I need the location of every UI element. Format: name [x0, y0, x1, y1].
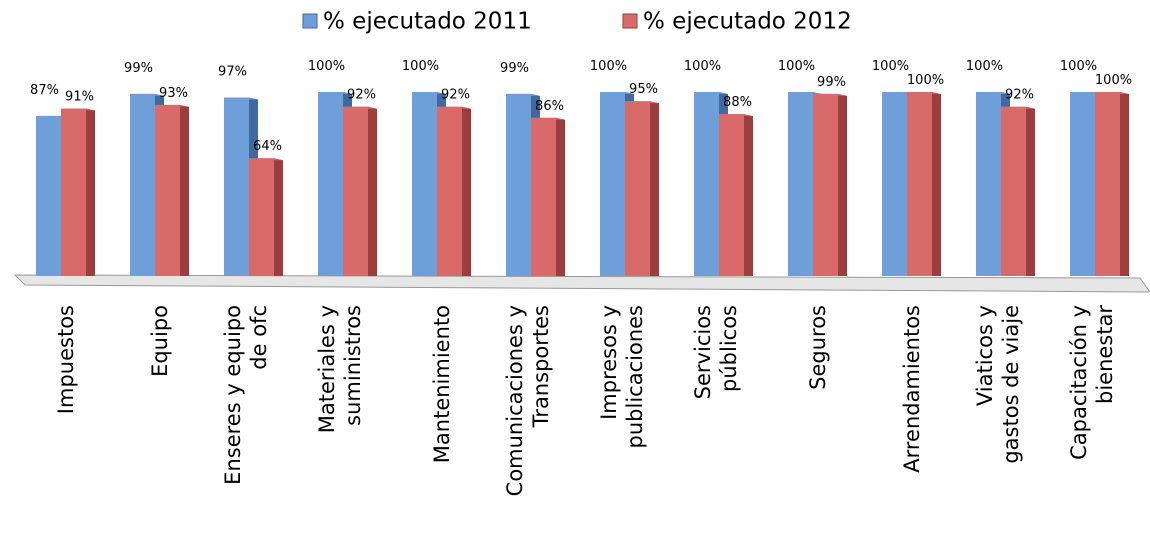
- bar-side: [932, 92, 941, 276]
- data-label: 97%: [218, 65, 247, 80]
- bar: [788, 92, 813, 276]
- bar-top: [788, 92, 822, 94]
- x-tick-label: Mantenimiento: [430, 305, 454, 463]
- bar-side: [744, 114, 753, 276]
- x-tick-label: Impuestos: [54, 305, 78, 414]
- data-label: 99%: [124, 61, 153, 76]
- bar: [437, 106, 462, 276]
- bar: [531, 117, 556, 276]
- bar: [813, 93, 838, 276]
- bar-side: [274, 158, 283, 276]
- bar-side: [368, 106, 377, 276]
- legend-label: % ejecutado 2012: [643, 9, 852, 35]
- floor: [13, 274, 1150, 293]
- bar: [412, 92, 437, 276]
- bar-top: [61, 108, 95, 111]
- bar-side: [1026, 106, 1035, 276]
- bar-top: [437, 106, 471, 109]
- x-tick-label: Impresos ypublicaciones: [597, 305, 647, 448]
- bar: [343, 106, 368, 276]
- bar: [318, 92, 343, 276]
- bar-top: [506, 93, 540, 96]
- bar: [249, 158, 274, 276]
- bar: [1095, 92, 1120, 276]
- bar-top: [625, 101, 659, 104]
- data-label: 86%: [535, 99, 564, 114]
- bar-side: [462, 106, 471, 276]
- bar: [1001, 106, 1026, 276]
- bar-side: [838, 93, 847, 276]
- x-tick-label: Seguros: [806, 305, 830, 390]
- data-label: 92%: [1005, 88, 1034, 103]
- x-tick-label: Materiales ysuministros: [315, 305, 365, 433]
- data-label: 91%: [65, 90, 94, 105]
- bar: [130, 93, 155, 276]
- data-label: 100%: [872, 59, 909, 74]
- bar-top: [1001, 106, 1035, 109]
- bar-side: [86, 108, 95, 276]
- bar-top: [343, 106, 377, 109]
- bar-side: [650, 101, 659, 276]
- bar: [600, 92, 625, 276]
- x-tick-label: Equipo: [148, 305, 172, 377]
- data-label: 100%: [590, 59, 627, 74]
- bar-top: [907, 92, 941, 94]
- data-label: 88%: [723, 95, 752, 110]
- data-label: 100%: [402, 59, 439, 74]
- data-label: 99%: [817, 75, 846, 90]
- bar-top: [130, 93, 164, 96]
- bar: [224, 97, 249, 277]
- data-label: 100%: [907, 73, 944, 88]
- bar: [882, 92, 907, 276]
- bar: [1070, 92, 1095, 276]
- data-label: 92%: [347, 88, 376, 103]
- bar-side: [556, 117, 565, 276]
- bar-top: [224, 97, 258, 100]
- data-label: 100%: [1095, 73, 1132, 88]
- data-label: 92%: [441, 88, 470, 103]
- data-label: 64%: [253, 139, 282, 154]
- data-label: 93%: [159, 86, 188, 101]
- bar-top: [694, 92, 728, 94]
- bar: [625, 101, 650, 276]
- data-label: 95%: [629, 82, 658, 97]
- bar: [719, 114, 744, 276]
- data-label: 100%: [778, 59, 815, 74]
- bar: [907, 92, 932, 276]
- bar-top: [1095, 92, 1129, 94]
- legend-label: % ejecutado 2011: [323, 9, 532, 35]
- bar: [61, 108, 86, 276]
- x-tick-label: Enseres y equipode ofc: [221, 305, 271, 485]
- data-label: 100%: [684, 59, 721, 74]
- bar-top: [976, 92, 1010, 94]
- bar-top: [412, 92, 446, 94]
- x-tick-label: Serviciospúblicos: [691, 305, 741, 399]
- bar-top: [531, 117, 565, 120]
- bar-top: [318, 92, 352, 94]
- bar-top: [249, 158, 283, 161]
- bar-side: [1120, 92, 1129, 276]
- data-label: 99%: [500, 61, 529, 76]
- x-tick-label: Capacitación ybienestar: [1067, 305, 1117, 460]
- x-tick-label: Comunicaciones yTransportes: [503, 305, 553, 496]
- bar: [694, 92, 719, 276]
- bar-top: [719, 114, 753, 117]
- data-label: 100%: [966, 59, 1003, 74]
- legend-swatch: [622, 13, 638, 29]
- legend-swatch: [302, 13, 318, 29]
- bar-top: [155, 104, 189, 107]
- bar-top: [600, 92, 634, 94]
- bar-top: [813, 93, 847, 96]
- x-tick-label: Viaticos ygastos de viaje: [973, 305, 1023, 464]
- bar: [155, 104, 180, 276]
- x-tick-label: Arrendamientos: [900, 305, 924, 473]
- bar: [36, 115, 61, 276]
- bar: [506, 93, 531, 276]
- bar: [976, 92, 1001, 276]
- data-label: 100%: [308, 59, 345, 74]
- data-label: 87%: [30, 83, 59, 98]
- data-label: 100%: [1060, 59, 1097, 74]
- bar-side: [180, 104, 189, 276]
